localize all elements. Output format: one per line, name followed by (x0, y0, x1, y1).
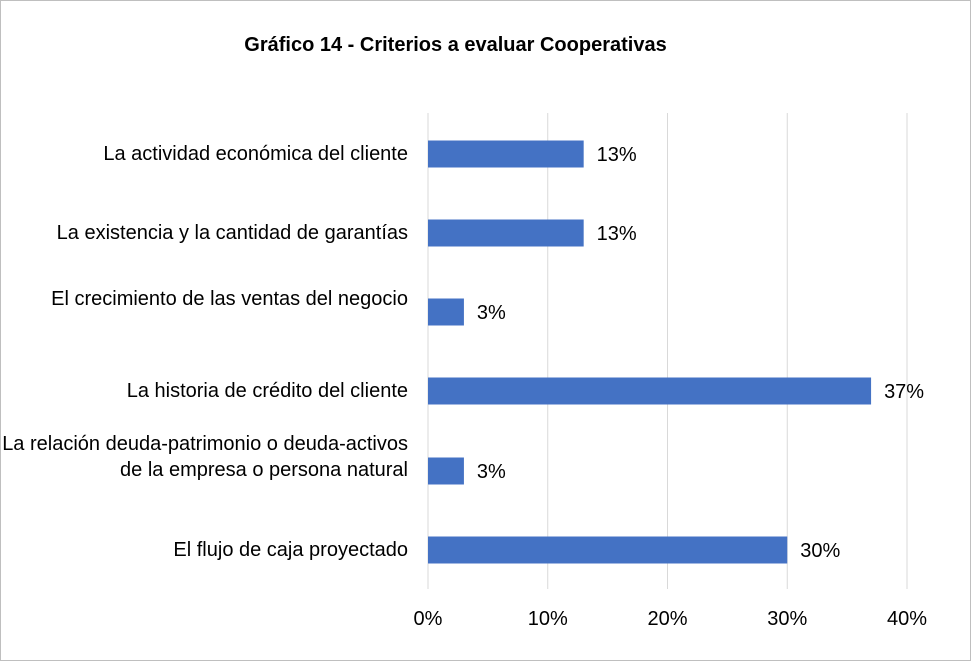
category-label-2: El crecimiento de las ventas del negocio (51, 288, 408, 310)
category-label-4: La relación deuda-patrimonio o deuda-act… (2, 433, 408, 481)
category-label-3: La historia de crédito del cliente (126, 380, 408, 402)
data-label-1: 13% (597, 223, 637, 245)
bar-2 (428, 298, 464, 326)
x-tick-label-1: 10% (528, 608, 568, 630)
bar-0 (428, 140, 584, 168)
category-label-1: La existencia y la cantidad de garantías (56, 222, 408, 244)
bar-4 (428, 457, 464, 485)
x-tick-label-4: 40% (887, 608, 927, 630)
category-label-0: La actividad económica del cliente (103, 143, 408, 165)
data-label-0: 13% (597, 144, 637, 166)
data-label-2: 3% (477, 302, 506, 324)
data-label-5: 30% (800, 540, 840, 562)
category-label-5: El flujo de caja proyectado (173, 539, 408, 561)
bar-5 (428, 536, 788, 564)
bar-1 (428, 219, 584, 247)
x-tick-label-2: 20% (647, 608, 687, 630)
x-tick-label-3: 30% (767, 608, 807, 630)
x-tick-label-0: 0% (414, 608, 443, 630)
data-label-4: 3% (477, 461, 506, 483)
chart-title: Gráfico 14 - Criterios a evaluar Coopera… (244, 34, 667, 56)
bar-3 (428, 377, 872, 405)
data-label-3: 37% (884, 381, 924, 403)
